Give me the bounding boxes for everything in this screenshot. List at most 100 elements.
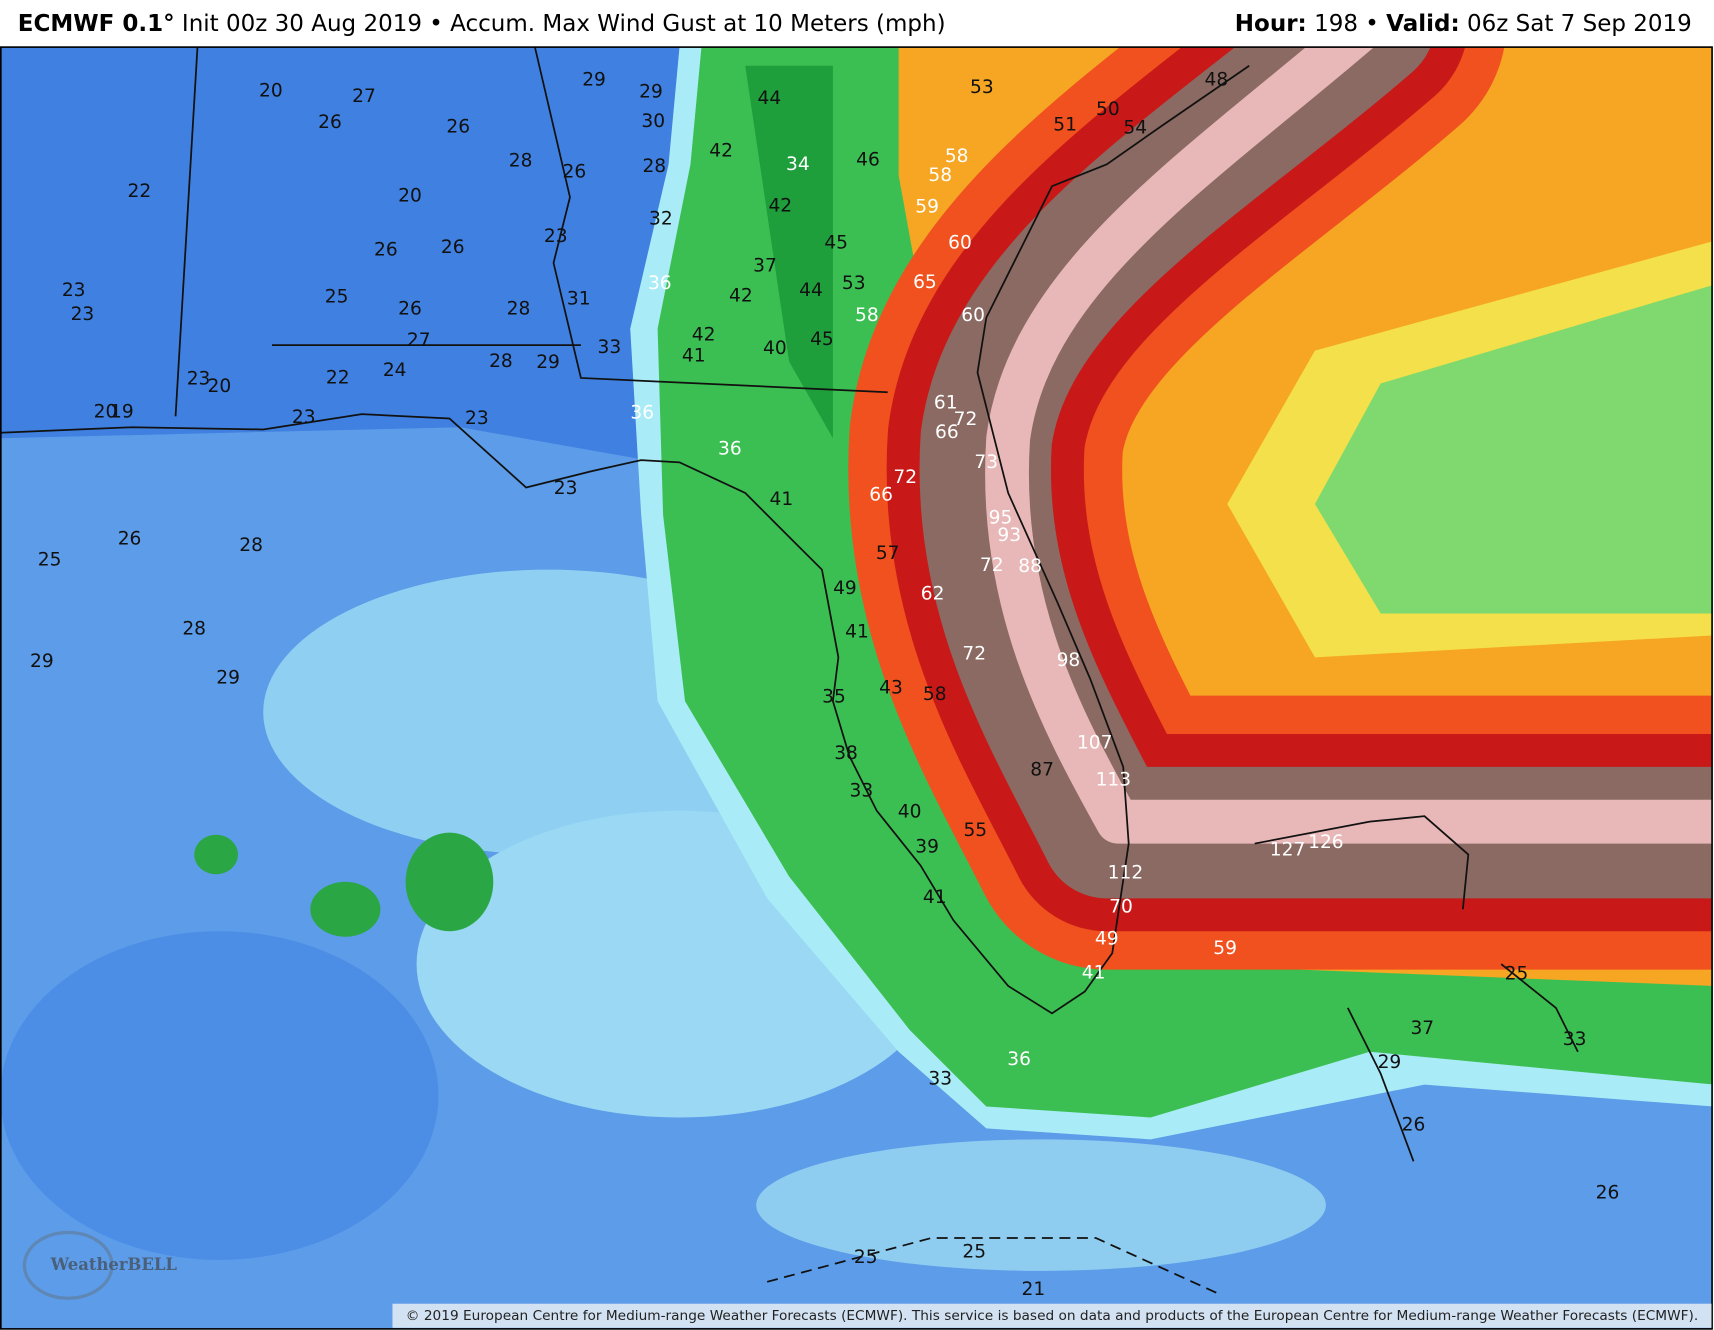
wind-label: 66	[935, 422, 959, 443]
wind-label: 35	[822, 686, 846, 707]
wind-label: 37	[753, 256, 777, 277]
wind-label: 61	[934, 393, 958, 414]
init: Init 00z 30 Aug 2019	[182, 11, 422, 37]
wind-label: 45	[824, 233, 848, 254]
wind-label: 26	[446, 117, 470, 138]
valid-label: Valid:	[1386, 11, 1460, 37]
wind-label: 23	[292, 407, 316, 428]
header-left: ECMWF 0.1° Init 00z 30 Aug 2019 • Accum.…	[18, 11, 946, 37]
wind-label: 36	[1007, 1049, 1031, 1070]
wind-label: 26	[563, 162, 587, 183]
wind-label: 25	[325, 286, 349, 307]
wind-label: 22	[128, 181, 152, 202]
wind-label: 33	[598, 337, 622, 358]
wind-label: 57	[876, 543, 900, 564]
patch	[194, 834, 239, 875]
wind-label: 26	[1402, 1115, 1426, 1136]
wind-label: 46	[856, 149, 880, 170]
wind-label: 20	[398, 186, 422, 207]
model: ECMWF 0.1°	[18, 11, 175, 37]
wind-label: 25	[854, 1247, 878, 1268]
wind-label: 28	[182, 618, 206, 639]
wind-label: 23	[62, 280, 86, 301]
wind-label: 41	[923, 887, 947, 908]
shade	[756, 1139, 1326, 1271]
wind-label: 24	[383, 360, 407, 381]
wind-label: 28	[239, 535, 263, 556]
wind-label: 41	[682, 346, 706, 367]
wind-label: 23	[465, 408, 489, 429]
wind-label: 112	[1108, 863, 1144, 884]
wind-label: 28	[489, 351, 513, 372]
wind-label: 29	[582, 69, 606, 90]
wind-label: 34	[786, 154, 810, 175]
wind-label: 26	[318, 112, 342, 133]
wind-label: 107	[1077, 732, 1113, 753]
wind-label: 60	[948, 233, 972, 254]
wind-label: 32	[649, 209, 673, 230]
wind-label: 39	[915, 836, 939, 857]
wind-label: 19	[110, 401, 134, 422]
wind-label: 50	[1096, 99, 1120, 120]
footer-bar	[392, 1303, 1712, 1328]
wind-label: 21	[1022, 1279, 1046, 1300]
wind-label: 113	[1096, 770, 1132, 791]
logo-swirl	[22, 1230, 114, 1300]
wind-label: 28	[509, 151, 533, 172]
wind-label: 29	[30, 651, 54, 672]
wind-label: 62	[921, 583, 945, 604]
wind-label: 20	[259, 80, 283, 101]
wind-label: 40	[763, 338, 787, 359]
logo-text: WeatherBELL	[50, 1255, 178, 1274]
wind-label: 42	[692, 325, 716, 346]
wind-label: 53	[970, 77, 994, 98]
wind-label: 72	[893, 467, 917, 488]
wind-label: 44	[799, 280, 823, 301]
wind-label: 43	[879, 678, 903, 699]
dark-green	[745, 65, 833, 439]
wind-label: 127	[1270, 840, 1306, 861]
wind-label: 65	[913, 272, 937, 293]
separator: •	[1365, 11, 1379, 37]
wind-label: 98	[1057, 650, 1081, 671]
wind-label: 23	[71, 304, 95, 325]
wind-label: 36	[718, 439, 742, 460]
wind-label: 58	[923, 684, 947, 705]
map-field: 20 27 26 26 28 26 29 29 30 28 32 22 20 26 26 23 23 23 25 26…	[0, 47, 1712, 1329]
wind-label: 54	[1123, 118, 1147, 139]
patch	[405, 832, 494, 932]
logo: WeatherBELL	[22, 1230, 178, 1300]
wind-label: 49	[833, 578, 857, 599]
wind-label: 29	[1378, 1052, 1402, 1073]
wind-label: 55	[963, 820, 987, 841]
header-bar	[0, 0, 1714, 47]
wind-label: 27	[407, 330, 431, 351]
wind-label: 36	[630, 403, 654, 424]
hour-label: Hour:	[1235, 11, 1307, 37]
wind-label: 42	[709, 141, 733, 162]
wind-label: 28	[507, 298, 531, 319]
wind-label: 73	[974, 452, 998, 473]
wind-label: 26	[398, 298, 422, 319]
wind-label: 38	[834, 743, 858, 764]
wind-label: 45	[810, 329, 834, 350]
wind-label: 88	[1018, 556, 1042, 577]
track-core	[985, 47, 1712, 844]
wind-label: 126	[1308, 832, 1344, 853]
land-shade	[0, 47, 680, 461]
wind-label: 25	[1505, 963, 1529, 984]
green-zone	[1314, 285, 1712, 614]
header-right: Hour: 198 • Valid: 06z Sat 7 Sep 2019	[1235, 11, 1692, 37]
wind-label: 53	[842, 273, 866, 294]
separator: •	[429, 11, 443, 37]
wind-label: 29	[216, 668, 240, 689]
wind-label: 41	[1082, 962, 1106, 983]
wind-label: 66	[869, 485, 893, 506]
wind-label: 72	[962, 644, 986, 665]
wind-label: 29	[536, 352, 560, 373]
wind-label: 40	[898, 801, 922, 822]
wind-label: 51	[1053, 114, 1077, 135]
wind-label: 22	[326, 367, 350, 388]
